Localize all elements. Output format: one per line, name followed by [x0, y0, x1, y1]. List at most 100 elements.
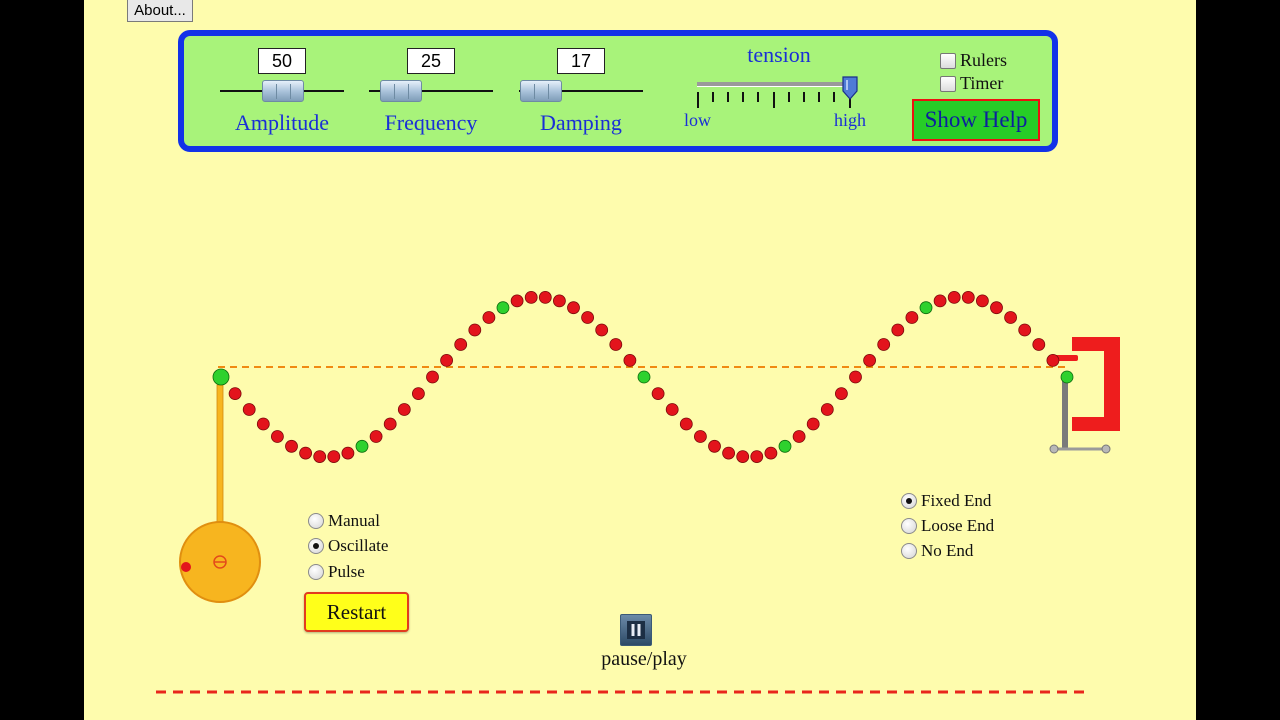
timer-label: Timer — [960, 73, 1004, 93]
wave-bead[interactable] — [510, 294, 524, 308]
wave-bead[interactable] — [679, 417, 693, 431]
wave-bead[interactable] — [468, 323, 482, 337]
wave-bead[interactable] — [581, 311, 594, 324]
wave-beads[interactable] — [212, 290, 1074, 464]
tension-low-label: low — [684, 110, 711, 130]
wave-bead-marker[interactable] — [212, 368, 230, 386]
wave-bead[interactable] — [397, 403, 411, 416]
wave-bead[interactable] — [299, 446, 313, 460]
frequency-track[interactable] — [369, 90, 493, 92]
wave-bead[interactable] — [990, 301, 1003, 315]
tension-high-label: high — [834, 110, 867, 130]
driver-mode-oscillate[interactable]: Oscillate — [308, 536, 388, 556]
wave-bead[interactable] — [1046, 353, 1060, 367]
wave-bead[interactable] — [482, 311, 496, 324]
wave-bead[interactable] — [947, 290, 961, 304]
pulse-radio[interactable] — [308, 564, 324, 580]
pause-play-button[interactable] — [620, 614, 652, 646]
wave-bead[interactable] — [1032, 338, 1046, 351]
wave-bead-marker[interactable] — [355, 439, 369, 453]
amplitude-slider-thumb[interactable] — [262, 80, 304, 102]
wave-bead-marker[interactable] — [637, 370, 651, 384]
oscillator-wrench-icon[interactable] — [179, 384, 261, 603]
wave-bead[interactable] — [835, 387, 848, 401]
wave-bead[interactable] — [1004, 311, 1017, 324]
show-help-button[interactable]: Show Help — [912, 99, 1040, 141]
end-mode-none[interactable]: No End — [901, 541, 973, 561]
no-end-radio[interactable] — [901, 543, 917, 559]
wave-bead[interactable] — [313, 450, 327, 464]
wave-bead[interactable] — [792, 430, 806, 443]
wave-bead-marker[interactable] — [919, 301, 933, 315]
wave-bead[interactable] — [1018, 323, 1032, 337]
manual-radio[interactable] — [308, 513, 324, 529]
driver-mode-manual[interactable]: Manual — [308, 511, 380, 531]
wave-bead[interactable] — [285, 439, 298, 453]
wave-bead[interactable] — [976, 294, 989, 308]
timer-toggle[interactable]: Timer — [940, 73, 1003, 94]
wave-bead[interactable] — [933, 294, 947, 308]
wave-bead[interactable] — [665, 403, 679, 416]
wave-bead[interactable] — [651, 387, 665, 401]
wave-bead[interactable] — [849, 370, 862, 384]
fixed-end-radio[interactable] — [901, 493, 917, 509]
restart-button[interactable]: Restart — [304, 592, 409, 632]
wave-bead-marker[interactable] — [778, 439, 792, 453]
wave-bead[interactable] — [609, 338, 623, 351]
wave-bead[interactable] — [242, 403, 256, 416]
wave-bead[interactable] — [863, 353, 876, 367]
fixed-end-label: Fixed End — [921, 491, 992, 510]
wave-bead[interactable] — [270, 430, 284, 443]
wave-bead[interactable] — [524, 290, 538, 304]
driver-mode-pulse[interactable]: Pulse — [308, 562, 365, 582]
wave-bead[interactable] — [623, 353, 637, 367]
wave-bead[interactable] — [454, 338, 468, 351]
wave-bead[interactable] — [694, 430, 707, 443]
tension-track[interactable] — [697, 82, 857, 86]
wave-bead[interactable] — [764, 446, 778, 460]
fixed-end-clamp-icon — [1049, 337, 1120, 454]
wave-bead[interactable] — [256, 417, 270, 431]
timer-checkbox[interactable] — [940, 75, 956, 92]
wave-bead[interactable] — [820, 403, 834, 416]
amplitude-value[interactable]: 50 — [258, 48, 306, 74]
wave-bead[interactable] — [369, 430, 383, 443]
wave-bead[interactable] — [538, 290, 552, 304]
wave-bead-marker[interactable] — [1060, 370, 1074, 384]
damping-slider-thumb[interactable] — [520, 80, 562, 102]
pause-play-label: pause/play — [601, 648, 687, 670]
wave-bead[interactable] — [426, 370, 439, 384]
frequency-slider-thumb[interactable] — [380, 80, 422, 102]
damping-value[interactable]: 17 — [557, 48, 605, 74]
wave-bead[interactable] — [440, 353, 454, 367]
wave-bead[interactable] — [736, 450, 750, 464]
wave-bead[interactable] — [327, 450, 341, 464]
oscillate-radio[interactable] — [308, 538, 324, 554]
frequency-value[interactable]: 25 — [407, 48, 455, 74]
wave-bead[interactable] — [341, 446, 355, 460]
loose-end-radio[interactable] — [901, 518, 917, 534]
end-mode-fixed[interactable]: Fixed End — [901, 491, 991, 511]
pause-icon — [627, 621, 645, 639]
wave-bead[interactable] — [595, 323, 609, 337]
wave-bead[interactable] — [708, 439, 721, 453]
wave-bead[interactable] — [383, 417, 397, 431]
wave-bead[interactable] — [553, 294, 566, 308]
wave-bead[interactable] — [750, 450, 764, 464]
wave-bead[interactable] — [905, 311, 919, 324]
wave-bead-marker[interactable] — [496, 301, 510, 315]
wave-bead[interactable] — [722, 446, 735, 460]
about-button[interactable]: About... — [127, 0, 193, 22]
wave-bead[interactable] — [891, 323, 905, 337]
damping-track[interactable] — [519, 90, 643, 92]
rulers-toggle[interactable]: Rulers — [940, 50, 1007, 71]
wave-bead[interactable] — [567, 301, 580, 315]
end-mode-loose[interactable]: Loose End — [901, 516, 994, 536]
tension-slider-handle-icon[interactable] — [842, 76, 858, 100]
rulers-checkbox[interactable] — [940, 52, 956, 69]
wave-bead[interactable] — [877, 338, 891, 351]
wave-bead[interactable] — [961, 290, 975, 304]
wave-bead[interactable] — [411, 387, 425, 401]
wave-bead[interactable] — [228, 387, 242, 401]
wave-bead[interactable] — [806, 417, 820, 431]
